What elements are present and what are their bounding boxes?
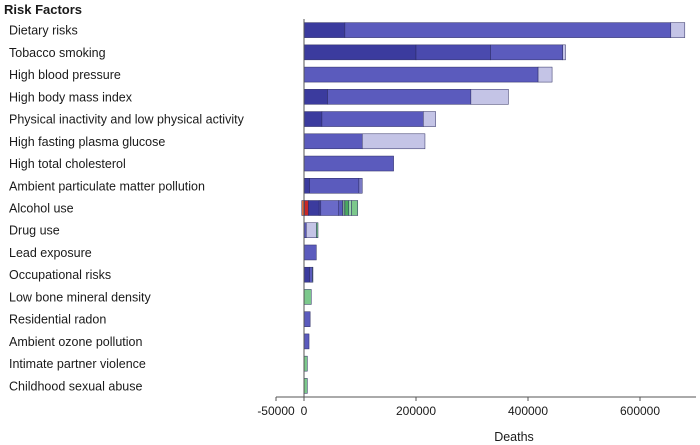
- category-label: Occupational risks: [9, 268, 111, 282]
- category-label: Alcohol use: [9, 202, 74, 216]
- bar-segment: [338, 200, 343, 216]
- bars: [301, 22, 686, 394]
- bar-segment: [321, 111, 424, 127]
- bar-segment: [344, 200, 350, 216]
- chart-title: Risk Factors: [4, 2, 82, 17]
- x-tick-label: 400000: [508, 404, 548, 418]
- bar-segment: [318, 200, 322, 216]
- category-label: High fasting plasma glucose: [9, 135, 165, 149]
- bar-segment: [351, 200, 359, 216]
- bar-segment: [309, 178, 360, 194]
- bar-segment: [316, 222, 319, 238]
- category-label: Low bone mineral density: [9, 290, 151, 304]
- bar-segment: [320, 200, 339, 216]
- bar-segment: [344, 22, 672, 38]
- bar-segment: [303, 111, 323, 127]
- bar-segment: [327, 89, 472, 105]
- bar-segment: [348, 200, 352, 216]
- bar-segment: [490, 44, 563, 61]
- bar-segment: [470, 89, 509, 105]
- category-label: Drug use: [9, 224, 60, 238]
- bar-segment: [342, 200, 346, 216]
- x-tick-label: 0: [301, 404, 308, 418]
- x-tick-label: -50000: [257, 404, 295, 418]
- bar-segment: [312, 266, 314, 283]
- category-label: Lead exposure: [9, 246, 92, 260]
- bar-segment: [303, 378, 308, 394]
- bar-segment: [303, 22, 346, 38]
- bar-segment: [309, 266, 313, 283]
- x-ticks: -50000 0 200000 400000 600000: [257, 397, 660, 418]
- bar-segment: [303, 133, 363, 150]
- bar-segment: [303, 355, 308, 372]
- bar-segment: [303, 244, 317, 261]
- bar-segment: [304, 200, 309, 216]
- bar-segment: [537, 66, 553, 83]
- bar-segment: [303, 66, 539, 83]
- x-axis-label: Deaths: [494, 430, 534, 444]
- x-tick-label: 600000: [620, 404, 660, 418]
- bar-segment: [305, 222, 317, 238]
- category-label: High total cholesterol: [9, 157, 126, 171]
- bar-segment: [562, 44, 566, 61]
- bar-segment: [303, 289, 312, 305]
- category-label: Tobacco smoking: [9, 46, 106, 60]
- bar-segment: [303, 44, 417, 61]
- category-labels: Dietary risks Tobacco smoking High blood p…: [9, 24, 245, 394]
- bar-segment: [415, 44, 491, 61]
- category-label: Intimate partner violence: [9, 357, 146, 371]
- category-label: High blood pressure: [9, 68, 121, 82]
- bar-segment: [423, 111, 436, 127]
- bar-segment: [670, 22, 686, 38]
- bar-segment: [303, 266, 310, 283]
- bar-segment: [303, 89, 328, 105]
- category-label: Childhood sexual abuse: [9, 379, 142, 393]
- bar-segment: [303, 311, 311, 327]
- bar-segment: [303, 333, 310, 350]
- category-label: Physical inactivity and low physical act…: [9, 113, 245, 127]
- bar-segment: [303, 178, 310, 194]
- category-label: Dietary risks: [9, 24, 78, 38]
- bar-segment: [361, 133, 426, 150]
- category-label: High body mass index: [9, 90, 133, 104]
- bar-segment: [358, 178, 363, 194]
- bar-segment: [303, 155, 394, 172]
- x-tick-label: 200000: [396, 404, 436, 418]
- category-label: Residential radon: [9, 313, 106, 327]
- category-label: Ambient ozone pollution: [9, 335, 142, 349]
- category-label: Ambient particulate matter pollution: [9, 179, 205, 193]
- bar-segment: [308, 200, 320, 216]
